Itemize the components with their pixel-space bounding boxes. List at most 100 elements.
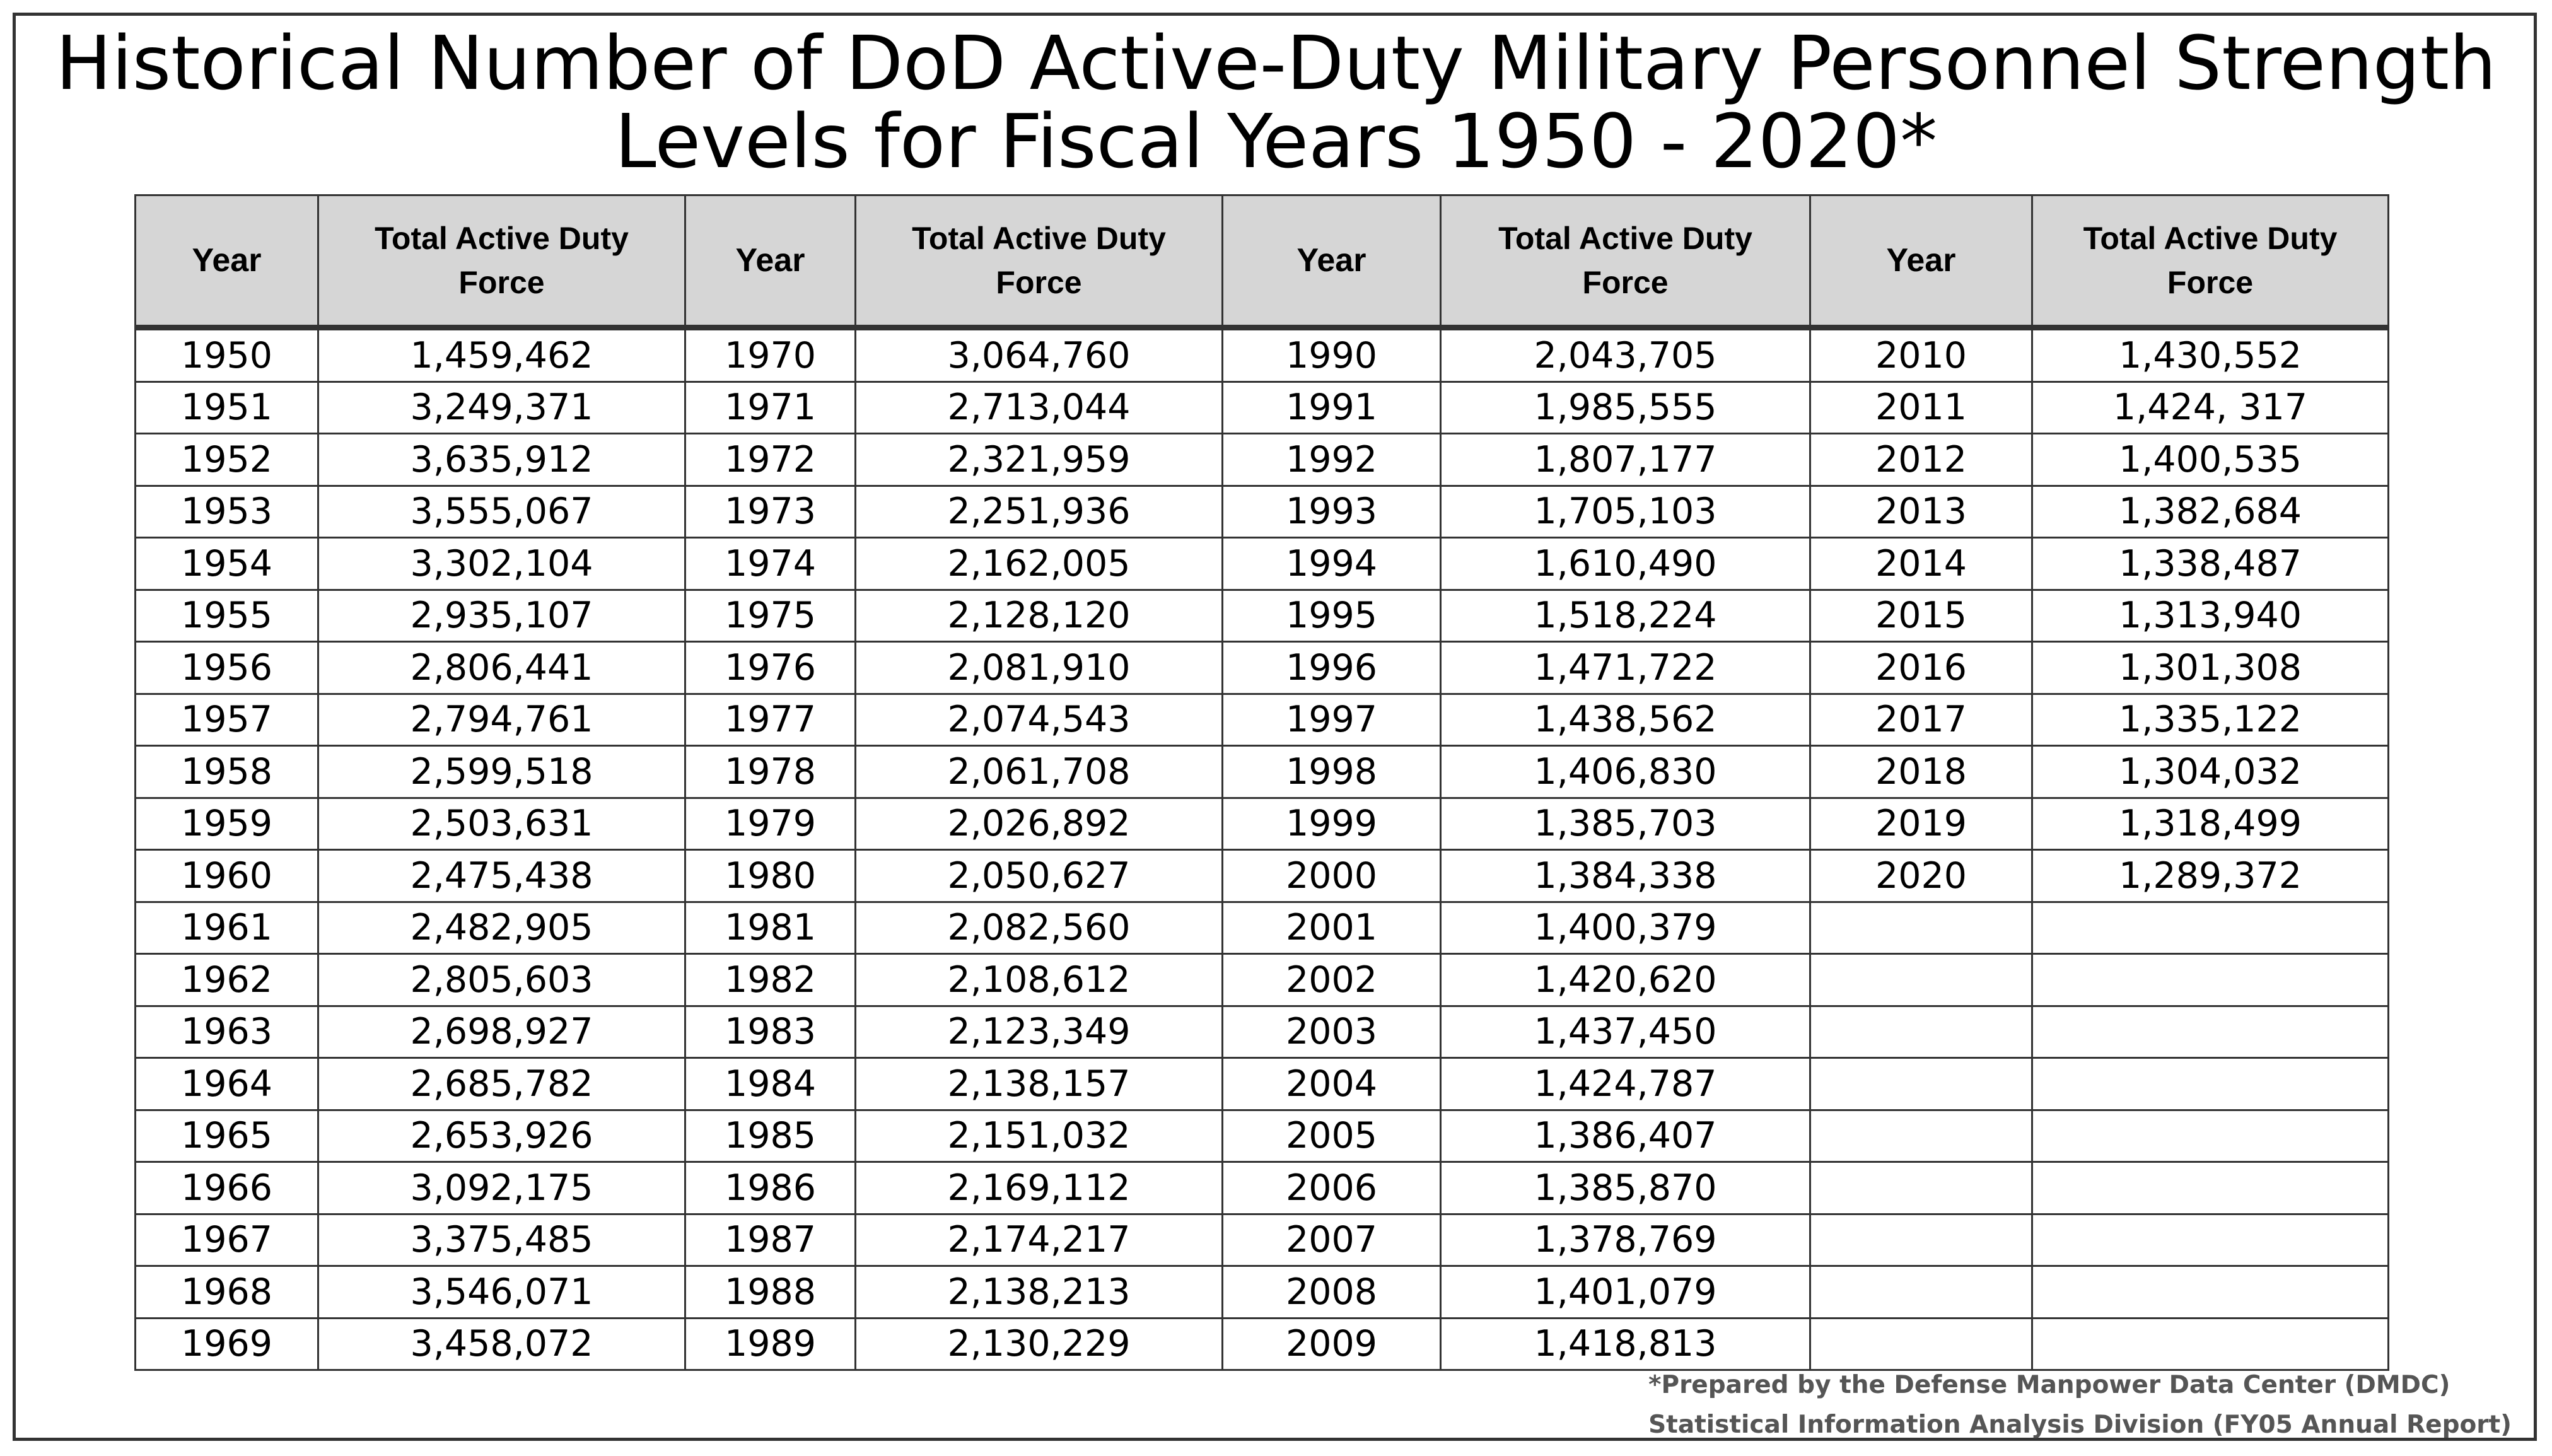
force-cell: 1,382,684 (2031, 484, 2389, 539)
footnote-line-2: Statistical Information Analysis Divisio… (1648, 1411, 2512, 1439)
force-cell: 2,713,044 (854, 380, 1223, 434)
year-cell (1809, 1213, 2033, 1267)
year-cell: 1971 (684, 380, 856, 434)
table-row: 1958 2,599,518 1978 2,061,708 1998 1,406,830 2… (134, 745, 2389, 799)
force-cell: 1,471,722 (1440, 641, 1811, 695)
table-row: 1954 3,302,104 1974 2,162,005 1994 1,610,490 2… (134, 537, 2389, 591)
year-cell: 1994 (1221, 537, 1442, 591)
year-cell: 1965 (134, 1109, 319, 1163)
year-cell: 1993 (1221, 484, 1442, 539)
year-cell: 1962 (134, 953, 319, 1007)
year-cell (1809, 1109, 2033, 1163)
year-cell: 1966 (134, 1161, 319, 1215)
force-cell: 1,384,338 (1440, 849, 1811, 903)
table-row: 1950 1,459,462 1970 3,064,760 1990 2,043,705 2… (134, 327, 2389, 383)
force-cell: 2,074,543 (854, 692, 1223, 747)
year-cell: 1998 (1221, 745, 1442, 799)
year-cell: 1980 (684, 849, 856, 903)
force-cell: 1,985,555 (1440, 380, 1811, 434)
year-cell (1809, 1005, 2033, 1059)
force-cell: 2,653,926 (317, 1109, 686, 1163)
year-cell: 1960 (134, 849, 319, 903)
force-cell: 1,318,499 (2031, 796, 2389, 851)
force-cell: 1,385,870 (1440, 1161, 1811, 1215)
header-year: Year (1809, 194, 2033, 329)
year-cell: 2018 (1809, 745, 2033, 799)
force-cell: 1,386,407 (1440, 1109, 1811, 1163)
header-row: Year Total Active Duty Force Year Total A… (134, 194, 2389, 329)
table-row: 1956 2,806,441 1976 2,081,910 1996 1,471,722 2… (134, 641, 2389, 695)
force-cell (2031, 1161, 2389, 1215)
year-cell: 1988 (684, 1265, 856, 1319)
year-cell: 1992 (1221, 433, 1442, 487)
year-cell: 2017 (1809, 692, 2033, 747)
year-cell: 1967 (134, 1213, 319, 1267)
year-cell: 2015 (1809, 588, 2033, 643)
force-cell: 2,138,213 (854, 1265, 1223, 1319)
force-cell: 2,128,120 (854, 588, 1223, 643)
year-cell: 1950 (134, 327, 319, 383)
force-cell: 2,061,708 (854, 745, 1223, 799)
force-cell: 2,599,518 (317, 745, 686, 799)
year-cell: 1952 (134, 433, 319, 487)
force-cell: 3,546,071 (317, 1265, 686, 1319)
force-cell: 2,794,761 (317, 692, 686, 747)
year-cell: 2005 (1221, 1109, 1442, 1163)
force-cell: 2,174,217 (854, 1213, 1223, 1267)
force-cell (2031, 1265, 2389, 1319)
page-title: Historical Number of DoD Active-Duty Mil… (0, 24, 2552, 180)
footnote: *Prepared by the Defense Manpower Data C… (1648, 1365, 2512, 1445)
year-cell: 1954 (134, 537, 319, 591)
force-cell: 2,043,705 (1440, 327, 1811, 383)
year-cell: 2000 (1221, 849, 1442, 903)
personnel-table: Year Total Active Duty Force Year Total A… (134, 194, 2389, 1371)
force-cell: 1,518,224 (1440, 588, 1811, 643)
force-cell (2031, 953, 2389, 1007)
force-cell: 3,375,485 (317, 1213, 686, 1267)
force-cell: 3,302,104 (317, 537, 686, 591)
year-cell: 1977 (684, 692, 856, 747)
force-cell: 3,249,371 (317, 380, 686, 434)
year-cell: 1981 (684, 900, 856, 955)
year-cell: 2008 (1221, 1265, 1442, 1319)
page-frame (13, 13, 2537, 1441)
force-cell: 3,458,072 (317, 1317, 686, 1371)
year-cell: 1982 (684, 953, 856, 1007)
table-row: 1964 2,685,782 1984 2,138,157 2004 1,424,787 (134, 1057, 2389, 1111)
force-cell (2031, 1005, 2389, 1059)
year-cell: 2013 (1809, 484, 2033, 539)
year-cell (1809, 1317, 2033, 1371)
year-cell: 2006 (1221, 1161, 1442, 1215)
force-cell: 2,130,229 (854, 1317, 1223, 1371)
force-cell: 2,050,627 (854, 849, 1223, 903)
force-cell: 3,635,912 (317, 433, 686, 487)
force-cell: 2,026,892 (854, 796, 1223, 851)
header-force: Total Active Duty Force (317, 194, 686, 329)
force-cell: 2,162,005 (854, 537, 1223, 591)
year-cell: 2020 (1809, 849, 2033, 903)
year-cell: 1996 (1221, 641, 1442, 695)
year-cell: 1989 (684, 1317, 856, 1371)
force-cell: 1,313,940 (2031, 588, 2389, 643)
table-row: 1951 3,249,371 1971 2,713,044 1991 1,985,555 2… (134, 380, 2389, 434)
year-cell: 1970 (684, 327, 856, 383)
year-cell: 1964 (134, 1057, 319, 1111)
year-cell: 1987 (684, 1213, 856, 1267)
year-cell: 1963 (134, 1005, 319, 1059)
year-cell (1809, 900, 2033, 955)
table-row: 1962 2,805,603 1982 2,108,612 2002 1,420,620 (134, 953, 2389, 1007)
year-cell: 1959 (134, 796, 319, 851)
title-line-1: Historical Number of DoD Active-Duty Mil… (55, 20, 2497, 107)
year-cell: 1983 (684, 1005, 856, 1059)
force-cell: 1,424,787 (1440, 1057, 1811, 1111)
force-cell: 1,301,308 (2031, 641, 2389, 695)
title-line-2: Levels for Fiscal Years 1950 - 2020* (614, 98, 1938, 185)
year-cell: 1969 (134, 1317, 319, 1371)
header-force: Total Active Duty Force (1440, 194, 1811, 329)
force-cell: 1,400,379 (1440, 900, 1811, 955)
force-cell: 1,406,830 (1440, 745, 1811, 799)
force-cell: 2,138,157 (854, 1057, 1223, 1111)
force-cell: 1,438,562 (1440, 692, 1811, 747)
force-cell: 2,321,959 (854, 433, 1223, 487)
force-cell: 2,151,032 (854, 1109, 1223, 1163)
